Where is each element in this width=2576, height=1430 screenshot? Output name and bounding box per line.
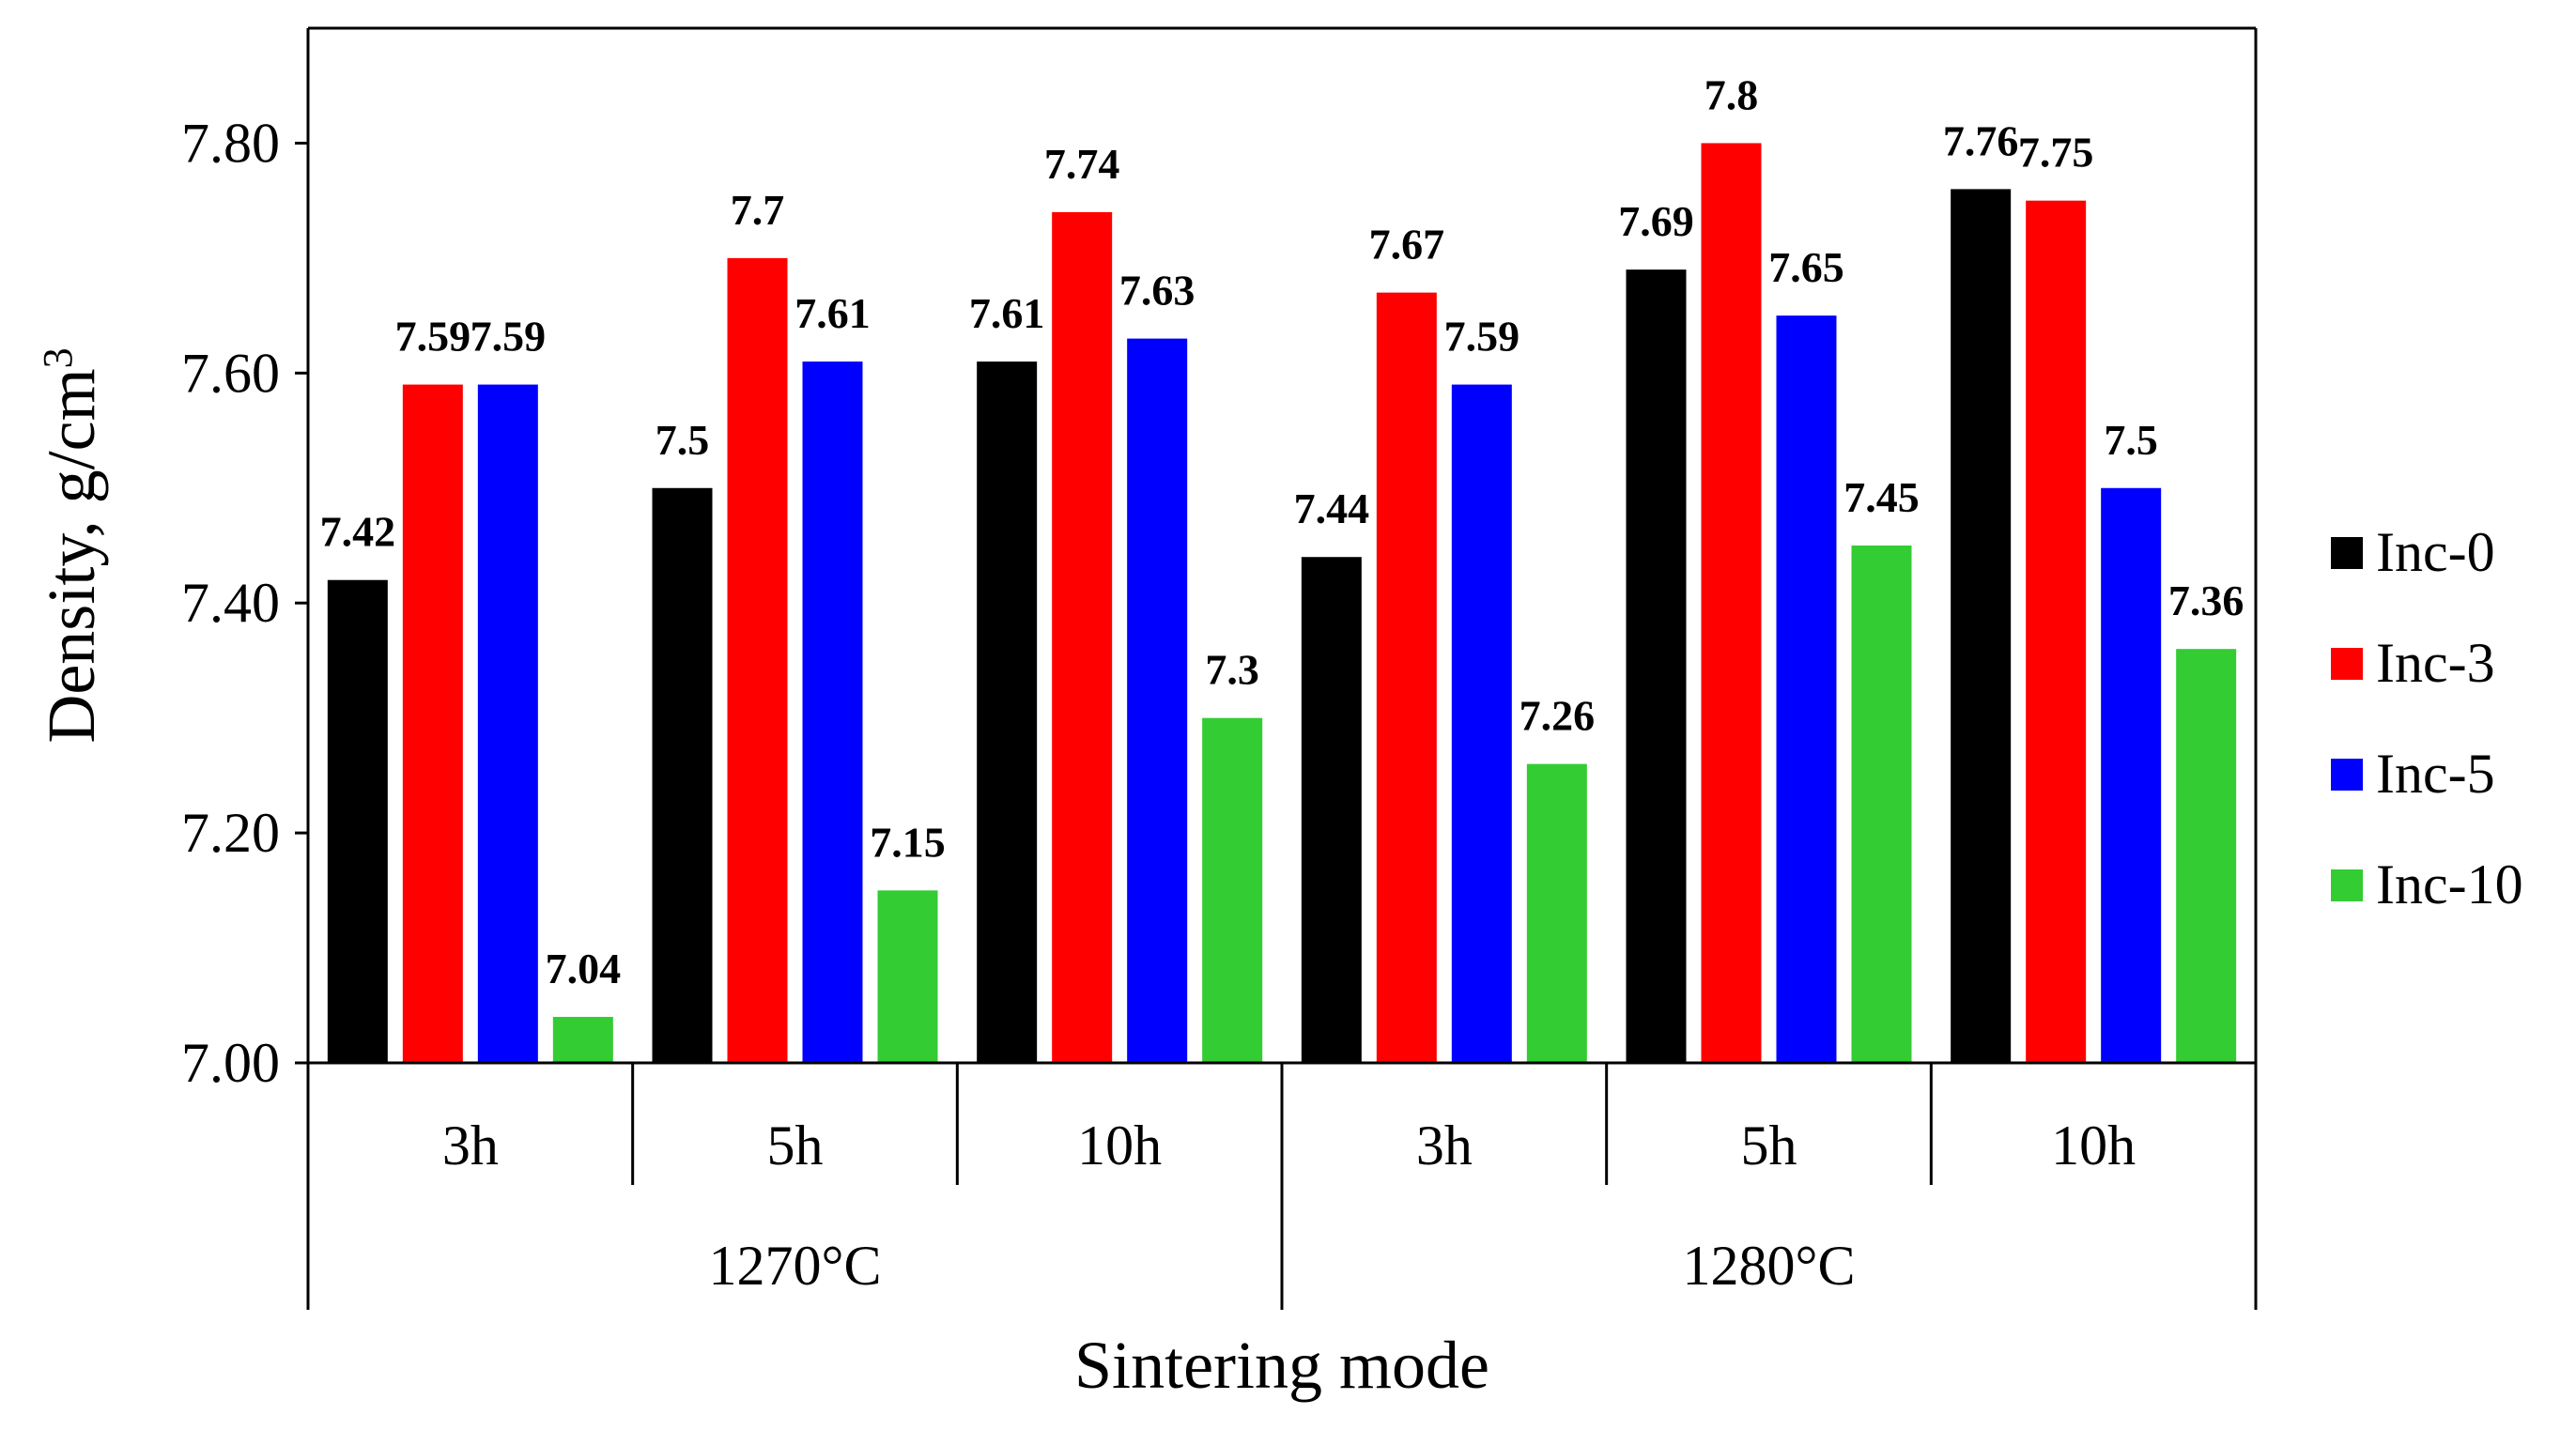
y-axis-title: Density, g/cm3 — [34, 347, 109, 743]
data-label: 7.04 — [546, 945, 622, 992]
x-tick-label: 3h — [442, 1115, 499, 1176]
bar-inc-10 — [552, 1017, 613, 1063]
data-label: 7.26 — [1519, 692, 1596, 740]
data-label: 7.3 — [1205, 646, 1259, 694]
data-label: 7.65 — [1768, 243, 1844, 291]
data-label: 7.42 — [320, 508, 396, 556]
data-label: 7.36 — [2168, 577, 2244, 624]
bar-inc-5 — [802, 361, 863, 1064]
x-tick-label: 10h — [1077, 1115, 1162, 1176]
y-tick-label: 7.40 — [181, 572, 280, 634]
data-label: 7.63 — [1119, 267, 1195, 315]
data-label: 7.8 — [1704, 70, 1759, 118]
bar-inc-3 — [1052, 211, 1113, 1063]
bar-inc-5 — [1451, 384, 1512, 1064]
legend-swatch — [2331, 869, 2363, 901]
bar-inc-3 — [727, 257, 788, 1063]
data-label: 7.5 — [2104, 416, 2158, 464]
y-tick-label: 7.80 — [181, 112, 280, 174]
y-axis-title-text: Density, g/cm — [34, 368, 109, 743]
y-tick-label: 7.20 — [181, 802, 280, 864]
legend-label: Inc-0 — [2376, 521, 2495, 583]
data-label: 7.74 — [1044, 140, 1120, 188]
bar-inc-3 — [402, 384, 463, 1064]
data-label: 7.61 — [794, 289, 871, 337]
bar-inc-5 — [477, 384, 538, 1064]
bar-inc-0 — [1301, 557, 1362, 1063]
x-tick-label: 3h — [1416, 1115, 1473, 1176]
data-label: 7.59 — [470, 313, 547, 361]
bar-inc-0 — [652, 487, 713, 1063]
data-label: 7.44 — [1294, 484, 1370, 532]
bar-inc-10 — [1851, 546, 1912, 1063]
bar-inc-10 — [1526, 763, 1587, 1063]
legend-label: Inc-10 — [2376, 853, 2523, 915]
bar-inc-10 — [1202, 717, 1263, 1063]
bar-inc-0 — [977, 361, 1038, 1064]
bar-inc-3 — [1701, 143, 1762, 1063]
y-axis-title-superscript: 3 — [35, 347, 81, 368]
data-label: 7.76 — [1943, 116, 2019, 164]
bar-inc-3 — [1376, 292, 1437, 1064]
y-tick-label: 7.00 — [181, 1032, 280, 1094]
x-group-label: 1280°C — [1682, 1235, 1855, 1297]
x-tick-label: 5h — [767, 1115, 824, 1176]
bar-inc-0 — [1951, 189, 2012, 1063]
data-label: 7.5 — [656, 416, 710, 464]
data-label: 7.67 — [1369, 221, 1445, 269]
bar-inc-5 — [2101, 487, 2162, 1063]
data-label: 7.15 — [870, 818, 946, 866]
bar-inc-10 — [2176, 649, 2237, 1063]
legend-swatch — [2331, 648, 2363, 680]
data-label: 7.59 — [1444, 313, 1520, 361]
bar-inc-10 — [877, 890, 938, 1063]
data-label: 7.69 — [1618, 197, 1694, 245]
bar-inc-3 — [2026, 200, 2087, 1063]
legend-label: Inc-5 — [2376, 743, 2495, 805]
data-label: 7.45 — [1843, 473, 1920, 521]
legend-swatch — [2331, 759, 2363, 791]
x-group-label: 1270°C — [708, 1235, 881, 1297]
bar-inc-5 — [1127, 338, 1188, 1064]
bar-inc-5 — [1776, 315, 1837, 1064]
data-label: 7.59 — [395, 313, 471, 361]
legend-label: Inc-3 — [2376, 632, 2495, 694]
y-tick-label: 7.60 — [181, 342, 280, 404]
data-label: 7.61 — [969, 289, 1045, 337]
x-axis-title: Sintering mode — [1074, 1328, 1489, 1403]
legend-swatch — [2331, 537, 2363, 569]
data-label: 7.75 — [2018, 129, 2094, 177]
data-label: 7.7 — [731, 186, 785, 234]
x-tick-label: 10h — [2051, 1115, 2136, 1176]
x-tick-label: 5h — [1741, 1115, 1797, 1176]
bar-inc-0 — [327, 579, 388, 1063]
bar-inc-0 — [1626, 269, 1687, 1064]
